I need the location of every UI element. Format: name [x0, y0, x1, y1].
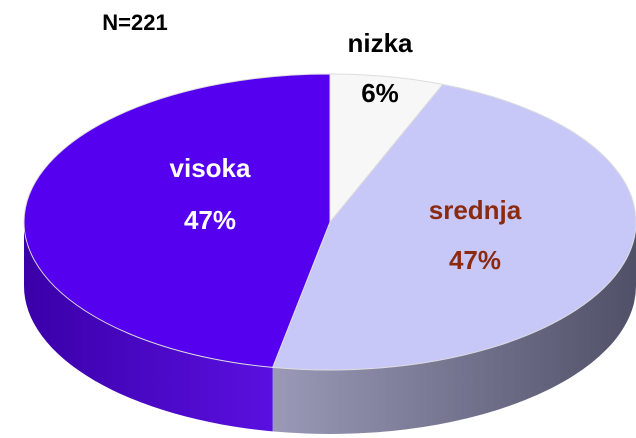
- pie-slice: [23, 73, 331, 368]
- slice-value-label: 47%: [184, 205, 236, 235]
- chart-title: N=221: [102, 10, 167, 35]
- slice-value-label: 6%: [361, 78, 399, 108]
- slice-category-label: srednja: [429, 195, 522, 225]
- slice-category-label: nizka: [347, 28, 413, 58]
- pie-side: [272, 222, 636, 434]
- pie-slice: [271, 83, 636, 371]
- slice-value-label: 47%: [449, 245, 501, 275]
- slice-category-label: visoka: [170, 153, 251, 183]
- pie-side: [24, 222, 273, 432]
